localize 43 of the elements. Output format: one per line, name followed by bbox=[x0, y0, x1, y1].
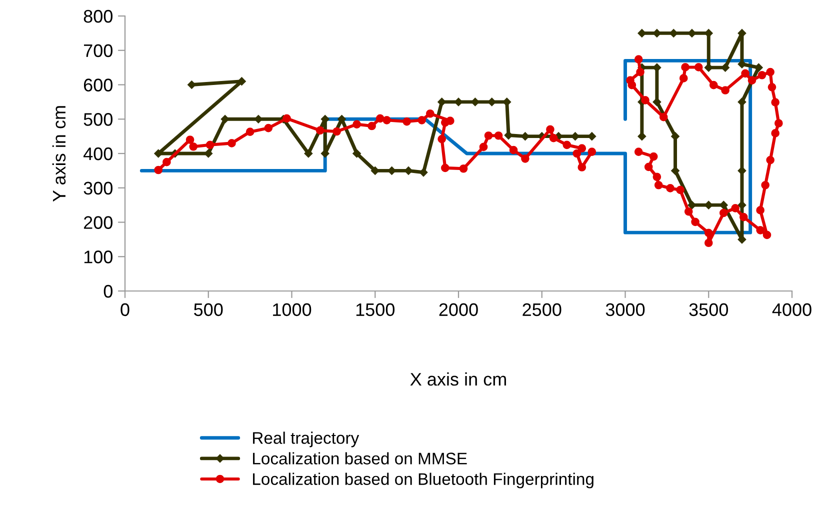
point bbox=[438, 98, 446, 106]
x-tick-label: 2500 bbox=[522, 303, 562, 316]
point bbox=[388, 166, 396, 175]
x-tick-label: 3000 bbox=[606, 303, 645, 316]
point bbox=[671, 132, 680, 140]
point bbox=[738, 166, 746, 175]
x-tick-label: 3500 bbox=[689, 303, 728, 316]
x-tick-label: 0 bbox=[120, 303, 130, 316]
y-tick-label: 600 bbox=[84, 78, 112, 92]
y-axis-title: Y axis in cm bbox=[52, 106, 66, 202]
point bbox=[754, 63, 763, 72]
point bbox=[188, 80, 196, 89]
legend-label: Localization based on MMSE bbox=[253, 452, 467, 464]
y-tick-label: 800 bbox=[84, 10, 112, 23]
point bbox=[671, 166, 680, 175]
point bbox=[721, 63, 730, 72]
point bbox=[638, 132, 646, 140]
x-tick-label: 500 bbox=[194, 303, 223, 316]
point bbox=[370, 166, 380, 175]
point bbox=[238, 77, 246, 86]
x-axis-title: X axis in cm bbox=[410, 372, 506, 386]
y-tick-label: 300 bbox=[84, 182, 112, 195]
y-tick-label: 0 bbox=[104, 284, 112, 298]
point bbox=[338, 114, 346, 124]
point bbox=[504, 131, 513, 140]
point bbox=[521, 132, 530, 140]
y-tick-label: 200 bbox=[84, 216, 112, 229]
point bbox=[419, 168, 428, 177]
legend-label: Real trajectory bbox=[253, 432, 360, 448]
y-tick-label: 700 bbox=[84, 44, 112, 58]
point bbox=[571, 132, 580, 140]
legend-label: Localization based on Bluetooth Fingerprinting bbox=[253, 472, 594, 488]
point bbox=[154, 149, 162, 158]
point bbox=[304, 149, 313, 158]
y-tick-label: 400 bbox=[83, 147, 112, 160]
point bbox=[352, 149, 361, 158]
y-tick-label: 100 bbox=[84, 250, 112, 264]
x-tick-label: 1000 bbox=[273, 303, 312, 316]
x-tick-label: 4000 bbox=[772, 303, 812, 316]
y-tick-label: 500 bbox=[84, 113, 112, 126]
x-tick-label: 2000 bbox=[439, 303, 478, 316]
point bbox=[720, 200, 728, 210]
x-tick-label: 1500 bbox=[356, 303, 395, 316]
